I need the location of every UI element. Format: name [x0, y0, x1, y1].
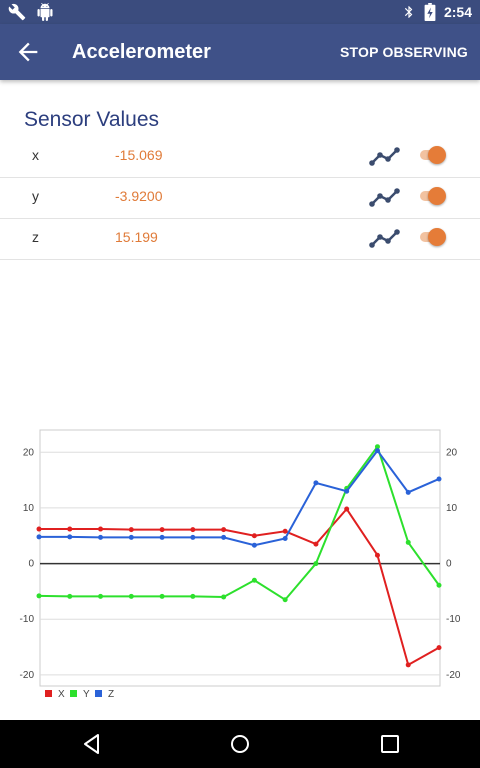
y-tick-label-left: 0	[28, 559, 34, 570]
sensor-row-y: y -3.9200	[0, 178, 480, 219]
data-point-z	[405, 489, 411, 495]
data-point-x	[159, 527, 165, 533]
series-line-x	[39, 507, 440, 667]
status-time: 2:54	[443, 4, 472, 20]
wrench-icon	[8, 3, 26, 21]
data-point-y	[313, 561, 319, 567]
legend-swatch-y	[70, 690, 77, 697]
axis-value: 15.199	[115, 229, 158, 245]
legend-label-z: Z	[108, 689, 114, 700]
stop-observing-button[interactable]: STOP OBSERVING	[339, 44, 468, 60]
data-point-x	[374, 552, 380, 558]
line-graph-icon[interactable]	[368, 184, 402, 210]
data-point-z	[344, 488, 350, 494]
toggle-switch[interactable]	[418, 227, 446, 247]
recents-square-icon[interactable]	[378, 732, 402, 756]
legend-swatch-x	[45, 690, 52, 697]
data-point-y	[98, 593, 104, 599]
data-point-z	[221, 534, 227, 540]
data-point-y	[67, 593, 73, 599]
data-point-y	[436, 582, 442, 588]
series-line-y	[38, 444, 440, 602]
page-title: Accelerometer	[72, 41, 211, 63]
data-point-x	[313, 541, 319, 547]
data-point-x	[128, 527, 134, 533]
y-tick-label-left: 10	[23, 503, 35, 514]
data-point-x	[436, 645, 442, 651]
sensor-row-z: z 15.199	[0, 219, 480, 260]
data-point-y	[128, 593, 134, 599]
data-point-y	[36, 593, 42, 599]
y-tick-label-right: 0	[446, 559, 452, 570]
data-point-z	[190, 534, 196, 540]
y-tick-label-right: 20	[446, 447, 458, 458]
axis-value: -3.9200	[115, 188, 163, 204]
axis-label: x	[32, 147, 39, 163]
series-line-z	[39, 448, 440, 547]
legend-label-x: X	[58, 689, 65, 700]
plot-frame	[39, 429, 441, 687]
home-circle-icon[interactable]	[228, 732, 252, 756]
data-point-y	[251, 577, 257, 583]
data-point-x	[67, 526, 73, 532]
battery-charging-icon	[424, 3, 436, 21]
data-point-x	[405, 662, 411, 668]
data-point-z	[159, 534, 165, 540]
data-point-x	[282, 528, 288, 534]
axis-value: -15.069	[115, 147, 163, 163]
data-point-z	[36, 534, 42, 540]
section-title: Sensor Values	[24, 108, 160, 131]
data-point-y	[221, 594, 227, 600]
data-point-x	[221, 527, 227, 533]
data-point-z	[98, 534, 104, 540]
legend-swatch-z	[95, 690, 102, 697]
data-point-y	[374, 444, 380, 450]
data-point-z	[313, 480, 319, 486]
bluetooth-icon	[404, 6, 413, 18]
y-tick-label-left: -20	[20, 670, 35, 681]
toggle-switch[interactable]	[418, 186, 446, 206]
data-point-z	[436, 476, 442, 482]
data-point-z	[128, 534, 134, 540]
data-point-y	[282, 597, 288, 603]
y-tick-label-right: 10	[446, 503, 458, 514]
data-point-y	[405, 539, 411, 545]
data-point-y	[190, 593, 196, 599]
nav-bar	[0, 720, 480, 768]
data-point-x	[190, 527, 196, 533]
toggle-switch[interactable]	[418, 145, 446, 165]
axis-label: y	[32, 188, 39, 204]
accelerometer-chart: 20 20 10 10 0 0 -10 -10 -20 -20 X Y Z	[20, 429, 461, 700]
data-point-x	[98, 526, 104, 532]
y-tick-label-left: -10	[20, 614, 35, 625]
back-triangle-icon[interactable]	[80, 732, 104, 756]
y-tick-label-right: -20	[446, 670, 461, 681]
y-tick-label-left: 20	[23, 447, 35, 458]
data-point-x	[344, 506, 350, 512]
line-graph-icon[interactable]	[368, 143, 402, 169]
sensor-row-x: x -15.069	[0, 137, 480, 178]
data-point-x	[36, 526, 42, 532]
y-tick-label-right: -10	[446, 614, 461, 625]
data-point-y	[159, 593, 165, 599]
data-point-x	[251, 533, 257, 539]
axis-label: z	[32, 229, 39, 245]
data-point-z	[251, 542, 257, 548]
status-bar: 2:54	[0, 0, 480, 24]
legend-label-y: Y	[83, 689, 90, 700]
line-graph-icon[interactable]	[368, 225, 402, 251]
data-point-z	[67, 534, 73, 540]
arrow-back-icon[interactable]	[14, 38, 42, 66]
android-icon	[37, 3, 53, 21]
app-bar: Accelerometer STOP OBSERVING	[0, 24, 480, 80]
data-point-z	[282, 536, 288, 542]
data-point-z	[374, 448, 380, 454]
